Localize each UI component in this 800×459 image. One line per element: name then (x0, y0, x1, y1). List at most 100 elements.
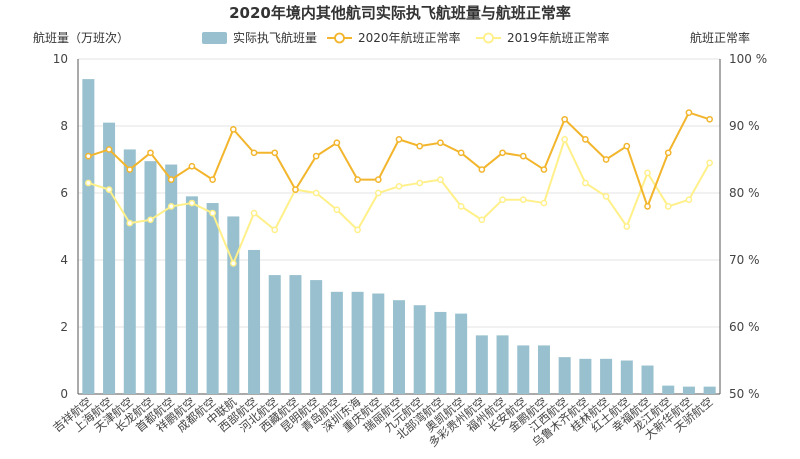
series-2019-point (395, 182, 403, 190)
series-2020-point (312, 152, 320, 160)
bar (434, 311, 447, 394)
bar (227, 216, 240, 394)
bar (537, 345, 550, 394)
series-2019-point (147, 216, 154, 224)
bar (310, 280, 323, 394)
bar (475, 335, 488, 394)
series-2019-point (561, 136, 569, 143)
series-2020-point (706, 115, 713, 123)
y-right-tick-label: 50 % (729, 387, 760, 401)
series-2020-point (105, 146, 113, 153)
series-2020-point (374, 176, 382, 183)
y-axis-right-label: 航班正常率 (690, 30, 750, 45)
series-2019-point (602, 193, 610, 200)
bar (144, 161, 157, 394)
series-2019-point (457, 203, 465, 210)
y-right-tick-label: 90 % (729, 119, 760, 133)
legend-label: 2019年航班正常率 (507, 30, 610, 45)
series-2020-point (395, 136, 403, 143)
legend-label: 实际执飞航班量 (233, 30, 317, 45)
series-2019-point (126, 219, 134, 227)
series-2019-point (85, 179, 92, 187)
series-2020-point (602, 156, 610, 163)
series-2019-point (499, 196, 506, 204)
series-2019-point (354, 226, 361, 234)
y-right-tick-label: 60 % (729, 320, 760, 334)
series-2019-point (582, 179, 589, 187)
series-2019-point (685, 196, 693, 204)
bar (682, 386, 695, 394)
series-2020-point (499, 149, 506, 157)
series-2019-point (312, 189, 320, 197)
series-2019-point (271, 226, 279, 234)
series-2020-point (540, 166, 548, 173)
series-2019-point (209, 209, 216, 217)
series-2020-point (644, 203, 651, 210)
series-2019-point (188, 199, 196, 207)
bar (351, 291, 364, 394)
bar (517, 345, 530, 394)
series-2020-point (478, 166, 486, 173)
series-2020-point (457, 149, 465, 157)
series-2019-point (540, 199, 548, 207)
y-right-tick-label: 100 % (729, 52, 767, 66)
bar (206, 203, 219, 394)
series-2019-point (623, 223, 631, 230)
bar (703, 386, 716, 394)
series-2019-point (664, 203, 672, 210)
series-2019-point (374, 189, 382, 197)
chart-title: 2020年境内其他航司实际执飞航班量与航班正常率 (229, 4, 571, 22)
series-2020-point (147, 149, 154, 157)
bar (330, 291, 343, 394)
bar (600, 358, 613, 394)
series-2019-point (478, 216, 486, 224)
series-2020-point (623, 142, 631, 150)
bar (248, 249, 261, 394)
series-2020-point (664, 149, 672, 157)
legend-swatch-marker (334, 32, 345, 44)
bar (496, 335, 509, 394)
series-2020-point (126, 166, 134, 173)
series-2020-point (209, 176, 216, 183)
series-2019-point (519, 196, 527, 204)
series-2020-point (167, 176, 175, 183)
bar (662, 385, 675, 394)
series-2020-point (250, 149, 258, 157)
bar (82, 79, 95, 394)
y-left-tick-label: 8 (60, 119, 68, 133)
bar (620, 360, 633, 394)
series-2019-point (644, 169, 651, 177)
y-left-tick-label: 4 (60, 253, 68, 267)
y-left-tick-label: 0 (60, 387, 68, 401)
series-2020-point (416, 142, 424, 150)
bar (123, 149, 136, 394)
y-right-tick-label: 70 % (729, 253, 760, 267)
series-2020-point (229, 126, 237, 133)
legend-swatch-bar (202, 32, 227, 44)
series-2020-point (271, 149, 279, 157)
y-right-tick-label: 80 % (729, 186, 760, 200)
bar (579, 358, 592, 394)
series-2019-point (333, 206, 341, 214)
bar (641, 365, 654, 394)
series-2020-point (685, 109, 693, 116)
series-2019-point (706, 159, 713, 167)
legend-swatch-marker (483, 32, 494, 44)
series-2020-line (88, 111, 710, 210)
bar (268, 275, 281, 394)
series-2019-point (229, 260, 237, 267)
series-2020-point (519, 152, 527, 160)
y-left-tick-label: 10 (53, 52, 68, 66)
series-2020-point (561, 115, 569, 123)
series-2019-point (250, 209, 258, 217)
bar (165, 164, 178, 394)
series-2019-point (437, 176, 444, 183)
y-axis-left-label: 航班量（万班次） (33, 30, 129, 45)
series-2020-point (333, 139, 341, 147)
series-2019-point (167, 203, 175, 210)
series-2019-point (416, 179, 424, 187)
bar (372, 293, 385, 394)
bar (392, 300, 406, 394)
